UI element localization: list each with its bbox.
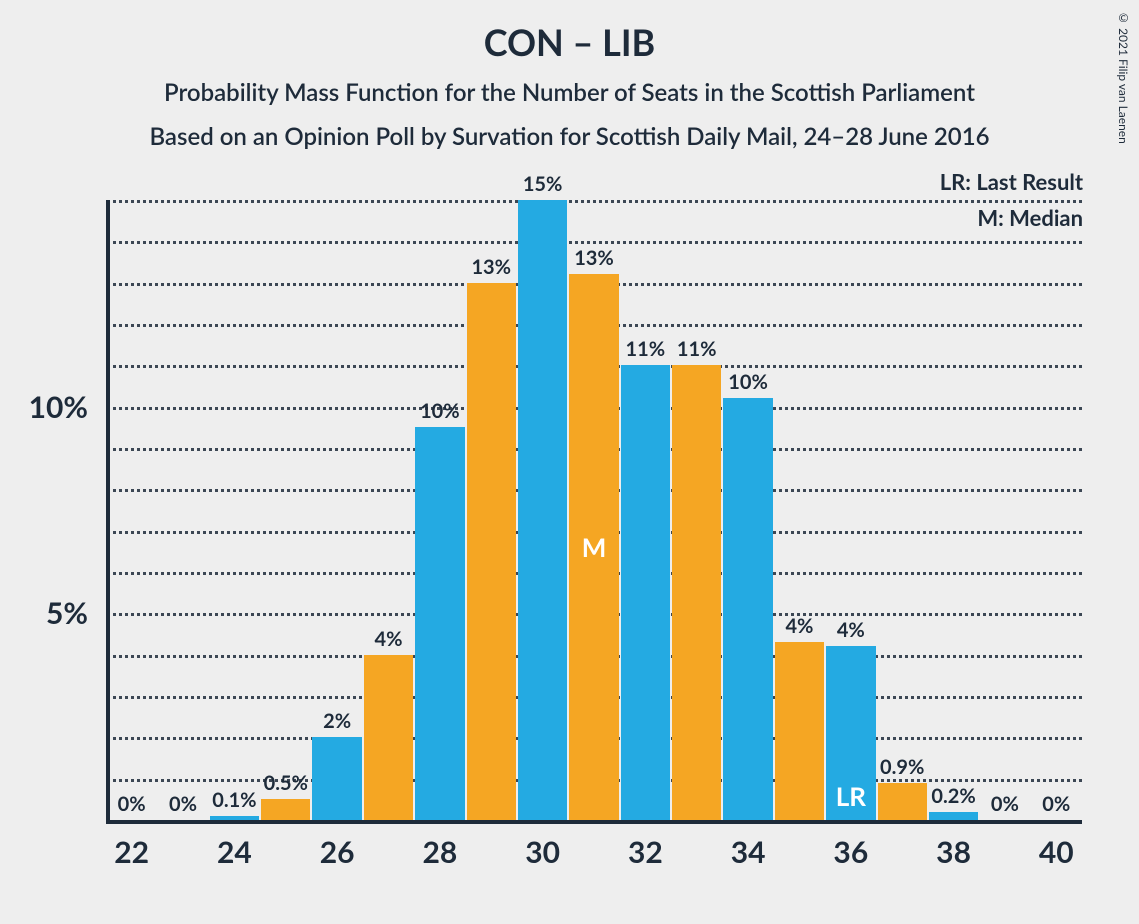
bar: 13% <box>467 283 516 820</box>
y-tick-label: 5% <box>46 595 106 631</box>
y-axis-line <box>106 200 110 824</box>
bar-value-label: 11% <box>677 337 717 365</box>
bar-value-label: 0% <box>169 792 197 820</box>
grid-line <box>106 200 1082 203</box>
bar-value-label: 4% <box>375 627 403 655</box>
x-tick-label: 22 <box>114 820 149 870</box>
bar-value-label: 0.1% <box>212 788 256 816</box>
bar: 0.2% <box>929 812 978 820</box>
bar-value-label: 15% <box>523 172 563 200</box>
chart-subtitle-1: Probability Mass Function for the Number… <box>0 78 1139 107</box>
y-tick-label: 10% <box>29 389 106 425</box>
x-tick-label: 24 <box>217 820 252 870</box>
bar-value-label: 10% <box>728 370 768 398</box>
bar-value-label: 10% <box>420 399 460 427</box>
x-tick-label: 26 <box>320 820 355 870</box>
bar-value-label: 0.2% <box>931 784 975 812</box>
bar: 2% <box>312 737 361 820</box>
bar: 4% <box>775 642 824 820</box>
bar: 10% <box>723 398 772 820</box>
bar-value-label: 11% <box>626 337 666 365</box>
x-tick-label: 40 <box>1039 820 1074 870</box>
bar: 0.9% <box>878 783 927 820</box>
bar: 4%LR <box>826 646 875 820</box>
x-tick-label: 30 <box>525 820 560 870</box>
pmf-chart: CON – LIB Probability Mass Function for … <box>0 0 1139 924</box>
bar: 0.1% <box>210 816 259 820</box>
chart-subtitle-2: Based on an Opinion Poll by Survation fo… <box>0 122 1139 151</box>
bar-value-label: 0% <box>118 792 146 820</box>
median-marker: M <box>582 531 607 563</box>
bar: 0.5% <box>261 799 310 820</box>
bar: 4% <box>364 655 413 820</box>
last-result-marker: LR <box>836 780 866 812</box>
x-tick-label: 28 <box>422 820 457 870</box>
legend-last-result: LR: Last Result <box>940 168 1083 195</box>
bar-value-label: 13% <box>471 255 511 283</box>
plot-area: 5%10%222426283032343638400%0%0.1%0.5%2%4… <box>106 200 1082 820</box>
bar-value-label: 13% <box>574 246 614 274</box>
bar: 10% <box>415 427 464 820</box>
chart-title: CON – LIB <box>0 20 1139 64</box>
bar: 13%M <box>569 274 618 820</box>
x-tick-label: 32 <box>628 820 663 870</box>
bar-value-label: 0.5% <box>264 771 308 799</box>
bar-value-label: 0% <box>1042 792 1070 820</box>
grid-line <box>106 241 1082 244</box>
bar: 11% <box>621 365 670 820</box>
copyright-text: © 2021 Filip van Laenen <box>1116 10 1131 144</box>
bar: 15% <box>518 200 567 820</box>
bar-value-label: 0% <box>991 792 1019 820</box>
x-tick-label: 34 <box>731 820 766 870</box>
bar-value-label: 4% <box>785 614 813 642</box>
bar-value-label: 0.9% <box>880 755 924 783</box>
bar: 11% <box>672 365 721 820</box>
bar-value-label: 2% <box>323 709 351 737</box>
bar-value-label: 4% <box>837 618 865 646</box>
x-tick-label: 36 <box>833 820 868 870</box>
x-tick-label: 38 <box>936 820 971 870</box>
